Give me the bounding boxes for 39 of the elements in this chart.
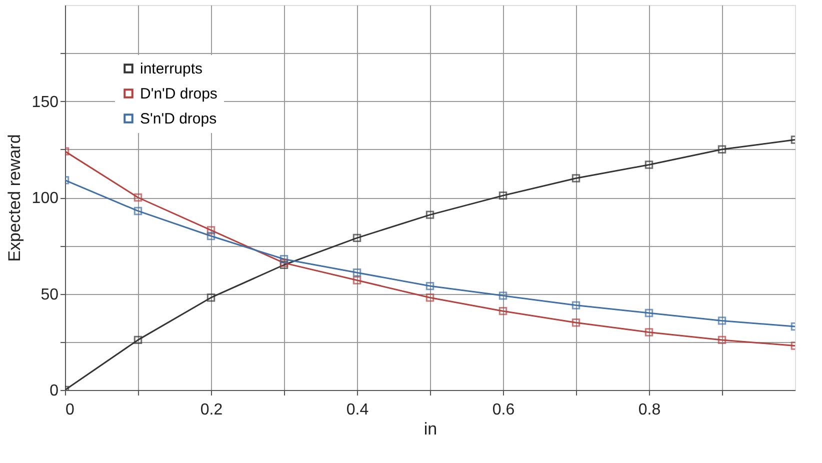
x-axis-title: in xyxy=(424,420,438,438)
point xyxy=(718,316,726,325)
point xyxy=(644,308,654,318)
y-tick-label: 150 xyxy=(32,94,59,111)
point xyxy=(718,336,726,344)
point xyxy=(572,174,580,182)
legend-label: S'n'D drops xyxy=(140,110,217,128)
point xyxy=(426,210,434,219)
point xyxy=(134,206,142,216)
point xyxy=(206,226,216,234)
point xyxy=(352,276,362,284)
point xyxy=(206,293,216,302)
point xyxy=(644,160,654,169)
legend-label: D'n'D drops xyxy=(140,86,218,102)
point xyxy=(644,328,654,336)
y-axis-title: Expected reward xyxy=(4,134,24,262)
x-tick-label: 0 xyxy=(66,402,74,418)
point xyxy=(426,282,434,290)
point xyxy=(206,232,216,240)
point xyxy=(498,191,508,200)
point xyxy=(352,268,362,277)
point xyxy=(426,293,434,302)
point xyxy=(718,145,726,154)
y-tick-label: 100 xyxy=(32,190,59,207)
y-tick-label: 0 xyxy=(50,382,59,400)
point xyxy=(498,306,508,316)
x-tick-label: 0.8 xyxy=(638,402,661,418)
point xyxy=(572,301,580,310)
point xyxy=(134,193,142,202)
point xyxy=(352,234,362,242)
x-tick-label: 0.6 xyxy=(492,402,515,418)
point xyxy=(280,254,288,264)
x-tick-label: 0.4 xyxy=(346,402,369,418)
point xyxy=(572,318,580,327)
x-tick-label: 0.2 xyxy=(200,402,223,418)
legend-label: interrupts xyxy=(140,60,203,78)
y-tick-label: 50 xyxy=(40,286,59,304)
point xyxy=(498,292,508,300)
point xyxy=(134,336,142,344)
